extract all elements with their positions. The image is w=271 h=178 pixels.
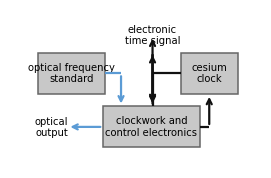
Text: cesium
clock: cesium clock — [191, 63, 227, 84]
Text: optical
output: optical output — [35, 117, 69, 138]
FancyBboxPatch shape — [181, 53, 238, 94]
Text: clockwork and
control electronics: clockwork and control electronics — [105, 116, 198, 138]
Text: electronic
time signal: electronic time signal — [125, 25, 180, 46]
FancyBboxPatch shape — [103, 106, 200, 147]
Text: optical frequency
standard: optical frequency standard — [28, 63, 115, 84]
FancyBboxPatch shape — [38, 53, 105, 94]
